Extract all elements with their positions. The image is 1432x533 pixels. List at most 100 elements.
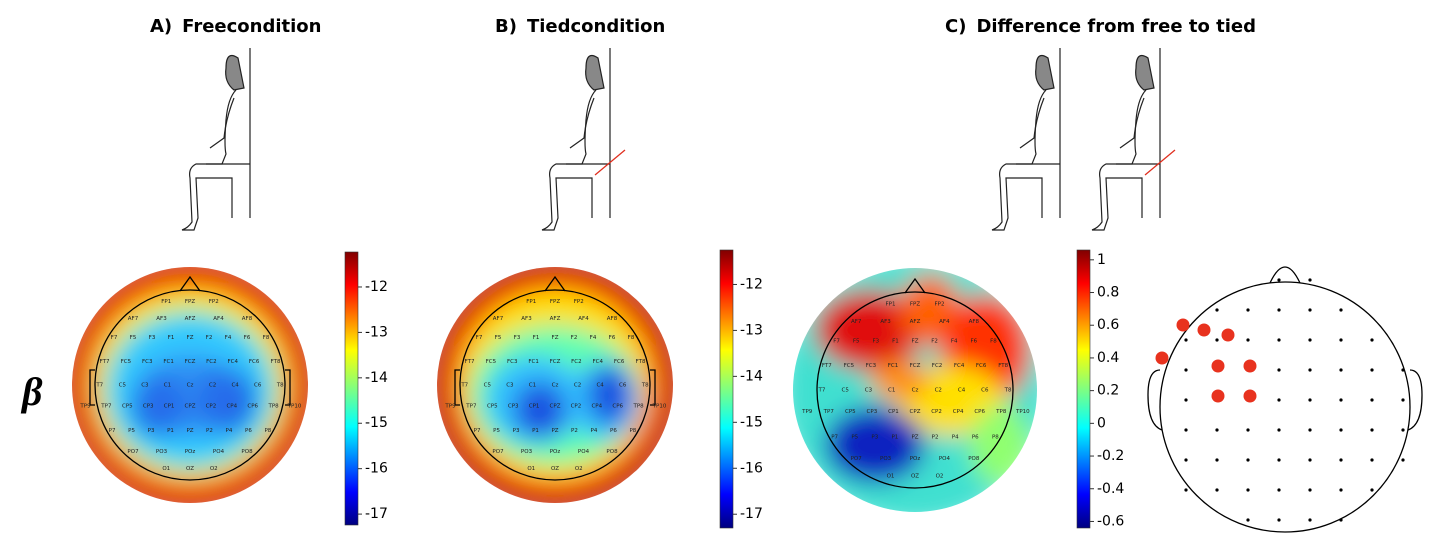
colorbar-tick-label: 0.4 bbox=[1097, 350, 1119, 366]
electrode-label: CP2 bbox=[206, 403, 217, 409]
electrode-label: PO7 bbox=[492, 449, 504, 455]
electrode-dot bbox=[1215, 338, 1218, 341]
electrode-label: T7 bbox=[817, 388, 825, 394]
electrode-label: C1 bbox=[529, 383, 536, 389]
electrode-label: F4 bbox=[590, 335, 597, 341]
electrode-dot bbox=[1339, 518, 1342, 521]
electrode-label: FP2 bbox=[574, 299, 584, 305]
colorbar-tick-label: -12 bbox=[365, 279, 388, 295]
electrode-label: F1 bbox=[533, 335, 540, 341]
electrode-label: P6 bbox=[972, 435, 979, 441]
electrode-label: POz bbox=[185, 449, 196, 455]
electrode-label: FCZ bbox=[550, 359, 561, 365]
electrode-label: F4 bbox=[951, 339, 958, 345]
electrode-label: CP1 bbox=[529, 403, 540, 409]
colorbar-tick-label: -0.4 bbox=[1097, 481, 1124, 497]
electrode-label: C3 bbox=[865, 388, 873, 394]
panel-title: B)Tiedcondition bbox=[495, 16, 665, 37]
colorbar-tick-label: -17 bbox=[365, 506, 388, 522]
electrode-label: C1 bbox=[888, 388, 895, 394]
electrode-label: C4 bbox=[231, 383, 239, 389]
electrode-label: PO3 bbox=[156, 449, 168, 455]
electrode-label: PO8 bbox=[606, 449, 618, 455]
electrode-label: FP2 bbox=[209, 299, 219, 305]
significant-electrode bbox=[1177, 319, 1190, 332]
electrode-label: F8 bbox=[628, 335, 635, 341]
electrode-label: F2 bbox=[931, 339, 938, 345]
electrode-label: P4 bbox=[952, 435, 959, 441]
electrode-label: C3 bbox=[506, 383, 514, 389]
electrode-dot bbox=[1370, 458, 1373, 461]
electrode-label: FC1 bbox=[163, 359, 174, 365]
electrode-label: TP8 bbox=[633, 403, 645, 409]
electrode-label: AF7 bbox=[128, 316, 139, 322]
electrode-dot bbox=[1339, 428, 1342, 431]
electrode-label: Cz bbox=[912, 388, 919, 394]
electrode-label: FT7 bbox=[822, 363, 832, 369]
electrode-label: C2 bbox=[209, 383, 216, 389]
electrode-dot bbox=[1184, 398, 1187, 401]
colorbar-tick-label: -0.6 bbox=[1097, 513, 1124, 529]
electrode-label: FC3 bbox=[866, 363, 877, 369]
electrode-label: C1 bbox=[164, 383, 171, 389]
electrode-label: F2 bbox=[571, 335, 578, 341]
electrode-label: CP5 bbox=[845, 409, 856, 415]
electrode-label: P3 bbox=[871, 435, 878, 441]
electrode-label: CPZ bbox=[185, 403, 196, 409]
electrode-label: FT7 bbox=[465, 359, 475, 365]
electrode-label: FPZ bbox=[185, 299, 195, 305]
electrode-dot bbox=[1246, 488, 1249, 491]
electrode-dot bbox=[1308, 518, 1311, 521]
electrode-label: POz bbox=[550, 449, 561, 455]
electrode-dot bbox=[1184, 458, 1187, 461]
electrode-label: FC1 bbox=[888, 363, 899, 369]
electrode-label: TP9 bbox=[801, 409, 813, 415]
electrode-label: CP6 bbox=[612, 403, 623, 409]
electrode-label: P3 bbox=[513, 428, 520, 434]
electrode-dot bbox=[1308, 458, 1311, 461]
electrode-label: TP10 bbox=[1015, 409, 1030, 415]
electrode-label: C6 bbox=[619, 383, 627, 389]
electrode-label: P5 bbox=[851, 435, 858, 441]
colorbar-tick-label: -15 bbox=[365, 415, 388, 431]
electrode-dot bbox=[1339, 398, 1342, 401]
colorbar-tick-label: 0.6 bbox=[1097, 317, 1119, 333]
electrode-dot bbox=[1277, 278, 1280, 281]
colorbar bbox=[345, 252, 358, 525]
colorbar-tick-label: -14 bbox=[365, 370, 388, 386]
electrode-label: P7 bbox=[831, 435, 838, 441]
electrode-dot bbox=[1215, 458, 1218, 461]
colorbar-tick-label: 0 bbox=[1097, 415, 1106, 431]
electrode-label: FC5 bbox=[486, 359, 497, 365]
electrode-label: FC3 bbox=[507, 359, 518, 365]
electrode-label: F6 bbox=[244, 335, 251, 341]
electrode-dot bbox=[1277, 398, 1280, 401]
electrode-label: TP9 bbox=[79, 403, 91, 409]
electrode-label: P6 bbox=[610, 428, 617, 434]
electrode-label: CP2 bbox=[571, 403, 582, 409]
panel-label: C) bbox=[945, 16, 966, 37]
electrode-dot bbox=[1277, 308, 1280, 311]
electrode-label: F7 bbox=[111, 335, 118, 341]
electrode-label: FC6 bbox=[249, 359, 260, 365]
electrode-label: F6 bbox=[970, 339, 977, 345]
electrode-label: PO4 bbox=[939, 456, 951, 462]
electrode-dot bbox=[1370, 398, 1373, 401]
significant-electrode bbox=[1212, 360, 1225, 373]
electrode-label: TP7 bbox=[100, 403, 112, 409]
electrode-dot bbox=[1308, 308, 1311, 311]
electrode-label: PZ bbox=[911, 435, 918, 441]
electrode-label: F4 bbox=[225, 335, 232, 341]
electrode-label: AF3 bbox=[521, 316, 532, 322]
electrode-dot bbox=[1215, 308, 1218, 311]
electrode-label: P1 bbox=[532, 428, 539, 434]
electrode-label: P2 bbox=[571, 428, 578, 434]
electrode-label: F2 bbox=[206, 335, 213, 341]
electrode-label: F5 bbox=[130, 335, 137, 341]
electrode-label: C3 bbox=[141, 383, 149, 389]
electrode-label: PO7 bbox=[851, 456, 863, 462]
electrode-label: FZ bbox=[912, 339, 919, 345]
electrode-label: F3 bbox=[872, 339, 879, 345]
electrode-label: AF7 bbox=[851, 319, 862, 325]
electrode-label: PO8 bbox=[968, 456, 980, 462]
